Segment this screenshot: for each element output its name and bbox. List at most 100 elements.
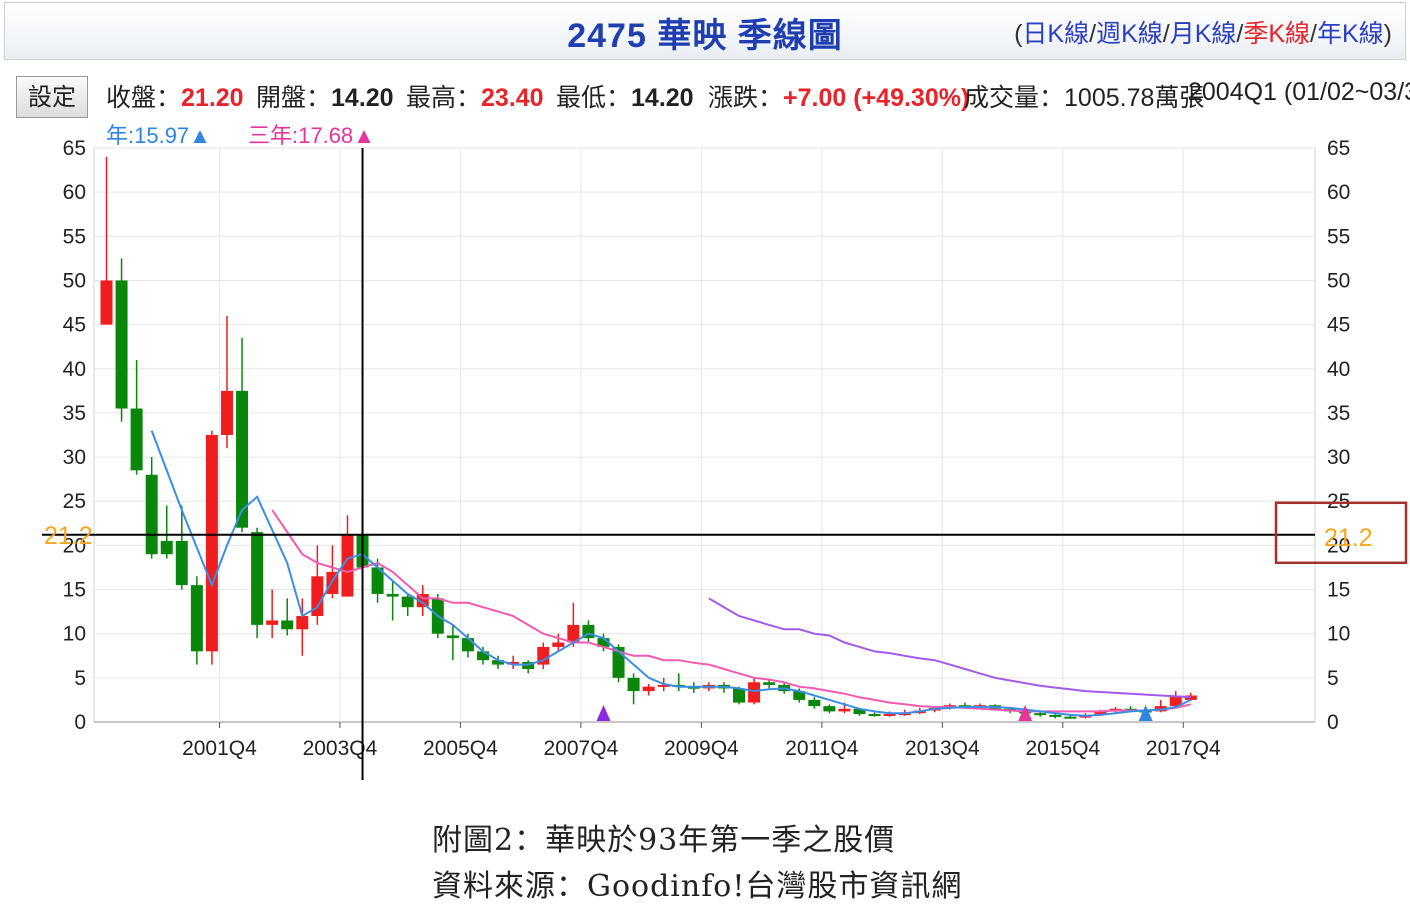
candle-body <box>507 661 520 665</box>
ma-year-line <box>150 430 1192 717</box>
candle-body <box>115 280 128 409</box>
close-label: 收盤： <box>106 84 182 112</box>
volume: 成交量：1005.78萬張 <box>964 78 1204 114</box>
y-tick-label-right: 60 <box>1327 181 1350 204</box>
ma-three-year-legend: 三年:17.68▲ <box>248 123 375 148</box>
y-tick-label-right: 50 <box>1327 269 1350 292</box>
candle-body <box>1034 713 1047 716</box>
quarterly-k-link[interactable]: 季K線 <box>1243 20 1311 48</box>
yearly-k-link[interactable]: 年K線 <box>1316 20 1384 48</box>
candle-body <box>341 534 354 597</box>
candle-body <box>597 638 610 647</box>
x-tick-label: 2003Q4 <box>303 737 378 760</box>
ma-ten-year-line <box>708 597 1191 699</box>
y-tick-label-left: 10 <box>63 623 86 646</box>
y-tick-label-right: 5 <box>1327 667 1339 690</box>
y-tick-label-left: 60 <box>63 181 86 204</box>
candle-body <box>838 708 851 712</box>
grid-lines <box>93 147 1316 723</box>
candle-body <box>1094 711 1107 715</box>
y-tick-label-right: 45 <box>1327 314 1350 337</box>
x-tick-label: 2013Q4 <box>905 737 980 760</box>
high-price: 最高：23.40 <box>406 78 544 114</box>
y-tick-label-left: 40 <box>63 358 86 381</box>
x-tick-label: 2011Q4 <box>785 737 858 760</box>
candle-body <box>627 677 640 692</box>
daily-k-link[interactable]: 日K線 <box>1022 20 1090 48</box>
y-tick-label-right: 20 <box>1327 534 1350 557</box>
x-tick-label: 2017Q4 <box>1146 737 1221 760</box>
y-tick-label-right: 40 <box>1327 358 1350 381</box>
candle-body <box>883 714 896 717</box>
crosshair-value-left: 21.2 <box>44 522 93 550</box>
caption-line-2: 資料來源：Goodinfo!台灣股市資訊網 <box>432 869 963 904</box>
crosshair: 21.2 21.2 <box>42 148 1408 780</box>
candle-body <box>175 540 188 586</box>
candle-body <box>386 593 399 597</box>
settings-button[interactable]: 設定 <box>16 76 88 118</box>
crosshair-value-right: 21.2 <box>1324 524 1373 552</box>
candles <box>100 156 1197 719</box>
high-value: 23.40 <box>481 84 544 112</box>
page-title: 2475 華映 季線圖 <box>567 17 843 55</box>
low-value: 14.20 <box>631 84 694 112</box>
y-tick-label-left: 55 <box>63 225 86 248</box>
candle-body <box>1169 695 1182 707</box>
high-label: 最高： <box>406 84 482 112</box>
period-links: (日K線/週K線/月K線/季K線/年K線) <box>1014 14 1392 50</box>
period-range: 2004Q1 (01/02~03/31) <box>1188 78 1410 106</box>
open-label: 開盤： <box>256 84 332 112</box>
candle-body <box>733 688 746 703</box>
monthly-k-link[interactable]: 月K線 <box>1169 20 1237 48</box>
period-links-open-paren: ( <box>1014 20 1023 48</box>
close-price: 收盤：21.20 <box>106 78 244 114</box>
period-links-close-paren: ) <box>1383 20 1392 48</box>
candle-body <box>160 540 173 555</box>
x-tick-label: 2015Q4 <box>1025 737 1100 760</box>
candle-body <box>296 616 309 630</box>
y-tick-label-left: 0 <box>74 711 86 734</box>
candle-body <box>567 624 580 643</box>
caption-line-1: 附圖2：華映於93年第一季之股價 <box>432 823 896 858</box>
candle-body <box>853 708 866 715</box>
signal-marker-triangle <box>1138 705 1153 721</box>
candle-body <box>145 474 158 555</box>
candle-body <box>868 714 881 717</box>
title-bar <box>4 2 1406 60</box>
y-tick-label-right: 65 <box>1327 137 1350 160</box>
candle-body <box>371 567 384 594</box>
y-tick-label-right: 55 <box>1327 225 1350 248</box>
candle-body <box>1049 714 1062 717</box>
price-change: 漲跌：+7.00 (+49.30%) <box>708 78 969 114</box>
x-tick-label: 2005Q4 <box>423 737 498 760</box>
low-price: 最低：14.20 <box>556 78 694 114</box>
x-tick-label: 2001Q4 <box>182 737 257 760</box>
candle-body <box>793 691 806 700</box>
period-separator: / <box>1162 20 1170 48</box>
candle-body <box>461 638 474 652</box>
candle-body <box>401 596 414 608</box>
candle-body <box>100 280 113 325</box>
volume-label: 成交量： <box>964 84 1065 112</box>
candle-body <box>1064 716 1077 719</box>
open-price: 開盤：14.20 <box>256 78 394 114</box>
candle-body <box>1184 695 1197 700</box>
crosshair-highlight-box <box>1274 501 1408 565</box>
period-separator: / <box>1089 20 1097 48</box>
candle-body <box>748 682 761 703</box>
moving-averages <box>150 430 1192 717</box>
candle-body <box>477 651 489 661</box>
y-tick-label-left: 65 <box>63 137 86 160</box>
y-tick-label-left: 35 <box>63 402 86 425</box>
change-label: 漲跌： <box>708 84 784 112</box>
weekly-k-link[interactable]: 週K線 <box>1096 20 1163 48</box>
x-tick-label: 2007Q4 <box>544 737 619 760</box>
candle-body <box>763 682 776 685</box>
y-tick-label-right: 35 <box>1327 402 1350 425</box>
open-value: 14.20 <box>331 84 394 112</box>
candle-body <box>642 686 655 692</box>
change-percent: (+49.30%) <box>853 84 970 112</box>
y-tick-label-right: 30 <box>1327 446 1350 469</box>
